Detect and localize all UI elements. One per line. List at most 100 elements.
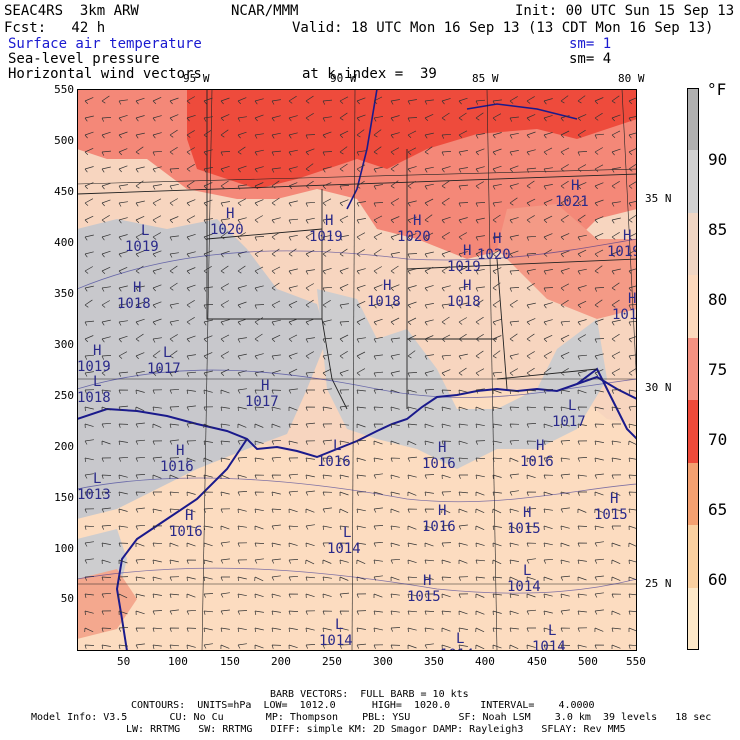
wind-barb: [509, 627, 519, 632]
wind-barb: [390, 132, 400, 139]
wind-barb: [220, 368, 230, 377]
wind-barb: [288, 234, 298, 241]
wind-barb: [424, 303, 434, 309]
wind-barb: [186, 609, 197, 615]
wind-barb: [305, 371, 316, 377]
wind-barb: [305, 389, 315, 394]
wind-barb: [135, 132, 145, 139]
wind-barb: [254, 236, 265, 241]
wind-barb: [458, 610, 468, 616]
wind-barb: [152, 96, 162, 105]
wind-barb: [254, 215, 263, 223]
wind-barb: [101, 406, 111, 412]
wind-barb: [628, 97, 637, 105]
wind-barb: [560, 542, 570, 548]
field-wind: Horizontal wind vectors: [8, 66, 202, 82]
wind-barb: [492, 350, 501, 359]
wind-barb: [526, 525, 536, 530]
wind-barb: [254, 333, 263, 342]
wind-barb: [237, 165, 247, 173]
wind-barb: [509, 197, 518, 206]
x-tick-label: 250: [322, 655, 342, 668]
wind-barb: [509, 234, 519, 241]
wind-barb: [84, 491, 95, 496]
pressure-value: 1018: [612, 307, 637, 323]
colorbar-label: 70: [708, 430, 728, 449]
wind-barb: [339, 163, 348, 172]
wind-barb: [424, 388, 435, 394]
wind-barb: [118, 114, 128, 122]
wind-barb: [84, 593, 94, 598]
wind-barb: [220, 609, 230, 615]
wind-barb: [407, 253, 418, 258]
wind-barb: [543, 147, 553, 155]
wind-barb: [492, 474, 502, 480]
wind-barb: [611, 406, 621, 411]
wind-barb: [339, 542, 350, 547]
pressure-center-type: H: [623, 228, 631, 244]
wind-barb: [288, 525, 299, 530]
wind-barb: [628, 440, 637, 446]
wind-barb: [101, 491, 112, 496]
pressure-center-type: H: [176, 443, 184, 459]
wind-barb: [390, 284, 400, 292]
wind-barb: [101, 440, 111, 446]
wind-barb: [186, 284, 196, 292]
wind-barb: [220, 457, 230, 462]
wind-barb: [475, 491, 485, 496]
y-tick-label: 450: [54, 185, 74, 198]
wind-barb: [237, 474, 247, 480]
pressure-center-type: L: [141, 223, 149, 239]
wind-barb: [543, 474, 554, 479]
wind-barb: [135, 352, 145, 360]
wind-barb: [356, 164, 366, 172]
wind-barb: [101, 117, 112, 122]
wind-barb: [492, 423, 502, 428]
wind-barb: [526, 180, 535, 189]
wind-barb: [322, 300, 331, 308]
wind-barb: [152, 525, 163, 530]
pressure-center-type: H: [463, 243, 471, 259]
wind-barb: [628, 542, 637, 548]
wind-barb: [560, 423, 570, 429]
wind-barb: [339, 283, 349, 292]
pressure-center-type: H: [536, 438, 544, 454]
wind-barb: [560, 368, 569, 376]
wind-barb: [543, 334, 553, 343]
wind-barb: [169, 350, 178, 359]
wind-barb: [492, 299, 501, 308]
wind-barb: [118, 184, 128, 190]
wind-barb: [577, 164, 587, 172]
wind-barb: [356, 317, 366, 325]
wind-barb: [373, 457, 383, 462]
wind-barb: [611, 610, 621, 616]
wind-barb: [543, 576, 553, 582]
y-tick-label: 200: [54, 440, 74, 453]
wind-barb: [577, 268, 587, 275]
wind-barb: [84, 473, 94, 479]
wind-barb: [441, 354, 452, 360]
wind-barb: [237, 97, 247, 105]
latitude-label: 25 N: [645, 577, 672, 590]
pressure-value: 1017: [245, 394, 279, 410]
pressure-center-type: L: [456, 631, 464, 647]
wind-barb: [84, 335, 94, 343]
wind-barb: [390, 491, 400, 497]
wind-barb: [220, 508, 231, 513]
wind-barb: [577, 593, 587, 598]
wind-barb: [560, 473, 571, 479]
wind-barb: [492, 525, 502, 530]
wind-barb: [390, 542, 400, 548]
wind-barb: [271, 610, 281, 615]
wind-barb: [339, 576, 349, 582]
wind-barb: [220, 541, 230, 547]
wind-barb: [424, 542, 434, 548]
wind-barb: [458, 302, 468, 309]
wind-barb: [526, 351, 535, 359]
wind-barb: [152, 337, 162, 343]
wind-barb: [492, 132, 502, 139]
wind-barb: [322, 353, 332, 360]
wind-barb: [135, 333, 144, 342]
wind-barb: [390, 163, 399, 172]
wind-barb: [526, 423, 537, 428]
